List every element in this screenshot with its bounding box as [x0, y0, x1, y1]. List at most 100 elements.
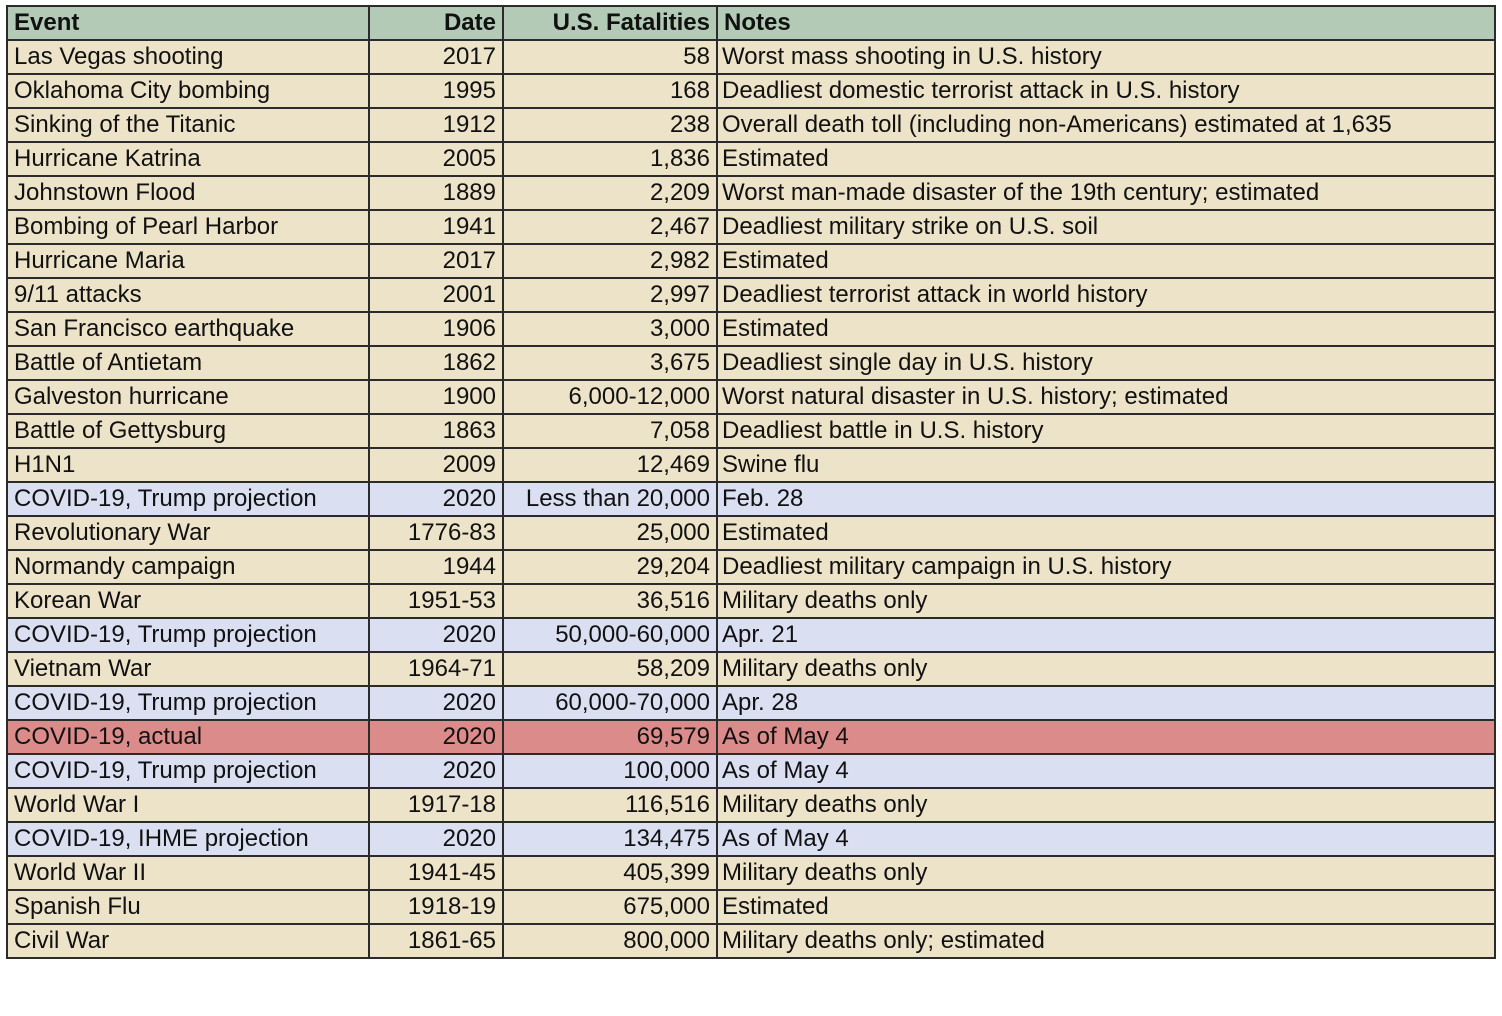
event-cell[interactable]: Battle of Antietam	[6, 345, 370, 381]
date-cell[interactable]: 2020	[368, 753, 504, 789]
notes-cell[interactable]: Apr. 28	[716, 685, 1496, 721]
fatalities-cell[interactable]: 800,000	[502, 923, 718, 959]
event-cell[interactable]: Spanish Flu	[6, 889, 370, 925]
notes-cell[interactable]: Estimated	[716, 889, 1496, 925]
event-cell[interactable]: 9/11 attacks	[6, 277, 370, 313]
event-cell[interactable]: H1N1	[6, 447, 370, 483]
notes-cell[interactable]: Military deaths only; estimated	[716, 923, 1496, 959]
column-header-fatalities[interactable]: U.S. Fatalities	[502, 5, 718, 41]
notes-cell[interactable]: Deadliest domestic terrorist attack in U…	[716, 73, 1496, 109]
event-cell[interactable]: COVID-19, Trump projection	[6, 753, 370, 789]
date-cell[interactable]: 1862	[368, 345, 504, 381]
fatalities-cell[interactable]: 2,982	[502, 243, 718, 279]
event-cell[interactable]: Sinking of the Titanic	[6, 107, 370, 143]
event-cell[interactable]: Korean War	[6, 583, 370, 619]
date-cell[interactable]: 1995	[368, 73, 504, 109]
notes-cell[interactable]: Military deaths only	[716, 855, 1496, 891]
date-cell[interactable]: 1944	[368, 549, 504, 585]
date-cell[interactable]: 1912	[368, 107, 504, 143]
date-cell[interactable]: 2020	[368, 481, 504, 517]
event-cell[interactable]: Revolutionary War	[6, 515, 370, 551]
event-cell[interactable]: COVID-19, actual	[6, 719, 370, 755]
event-cell[interactable]: San Francisco earthquake	[6, 311, 370, 347]
notes-cell[interactable]: Estimated	[716, 311, 1496, 347]
fatalities-cell[interactable]: 25,000	[502, 515, 718, 551]
notes-cell[interactable]: Apr. 21	[716, 617, 1496, 653]
notes-cell[interactable]: As of May 4	[716, 821, 1496, 857]
event-cell[interactable]: COVID-19, Trump projection	[6, 685, 370, 721]
notes-cell[interactable]: Military deaths only	[716, 787, 1496, 823]
notes-cell[interactable]: Military deaths only	[716, 651, 1496, 687]
date-cell[interactable]: 2020	[368, 719, 504, 755]
notes-cell[interactable]: Deadliest single day in U.S. history	[716, 345, 1496, 381]
fatalities-cell[interactable]: 3,675	[502, 345, 718, 381]
event-cell[interactable]: Galveston hurricane	[6, 379, 370, 415]
notes-cell[interactable]: Estimated	[716, 515, 1496, 551]
date-cell[interactable]: 1917-18	[368, 787, 504, 823]
fatalities-cell[interactable]: 36,516	[502, 583, 718, 619]
date-cell[interactable]: 2017	[368, 39, 504, 75]
event-cell[interactable]: Normandy campaign	[6, 549, 370, 585]
date-cell[interactable]: 2020	[368, 685, 504, 721]
fatalities-cell[interactable]: 50,000-60,000	[502, 617, 718, 653]
fatalities-cell[interactable]: 29,204	[502, 549, 718, 585]
fatalities-cell[interactable]: 60,000-70,000	[502, 685, 718, 721]
fatalities-cell[interactable]: 405,399	[502, 855, 718, 891]
column-header-date[interactable]: Date	[368, 5, 504, 41]
event-cell[interactable]: Las Vegas shooting	[6, 39, 370, 75]
notes-cell[interactable]: Deadliest military campaign in U.S. hist…	[716, 549, 1496, 585]
fatalities-cell[interactable]: 2,997	[502, 277, 718, 313]
date-cell[interactable]: 2020	[368, 617, 504, 653]
date-cell[interactable]: 1941	[368, 209, 504, 245]
fatalities-cell[interactable]: 238	[502, 107, 718, 143]
fatalities-cell[interactable]: 100,000	[502, 753, 718, 789]
event-cell[interactable]: Battle of Gettysburg	[6, 413, 370, 449]
event-cell[interactable]: Hurricane Maria	[6, 243, 370, 279]
notes-cell[interactable]: Worst mass shooting in U.S. history	[716, 39, 1496, 75]
event-cell[interactable]: World War II	[6, 855, 370, 891]
fatalities-cell[interactable]: 675,000	[502, 889, 718, 925]
notes-cell[interactable]: Estimated	[716, 141, 1496, 177]
fatalities-cell[interactable]: 3,000	[502, 311, 718, 347]
event-cell[interactable]: Johnstown Flood	[6, 175, 370, 211]
notes-cell[interactable]: Deadliest battle in U.S. history	[716, 413, 1496, 449]
date-cell[interactable]: 2020	[368, 821, 504, 857]
event-cell[interactable]: Oklahoma City bombing	[6, 73, 370, 109]
event-cell[interactable]: COVID-19, IHME projection	[6, 821, 370, 857]
date-cell[interactable]: 2001	[368, 277, 504, 313]
event-cell[interactable]: World War I	[6, 787, 370, 823]
date-cell[interactable]: 2017	[368, 243, 504, 279]
column-header-event[interactable]: Event	[6, 5, 370, 41]
fatalities-cell[interactable]: 134,475	[502, 821, 718, 857]
date-cell[interactable]: 1861-65	[368, 923, 504, 959]
notes-cell[interactable]: Overall death toll (including non-Americ…	[716, 107, 1496, 143]
fatalities-cell[interactable]: 2,467	[502, 209, 718, 245]
date-cell[interactable]: 1900	[368, 379, 504, 415]
notes-cell[interactable]: Worst natural disaster in U.S. history; …	[716, 379, 1496, 415]
fatalities-cell[interactable]: 12,469	[502, 447, 718, 483]
event-cell[interactable]: Hurricane Katrina	[6, 141, 370, 177]
fatalities-cell[interactable]: 168	[502, 73, 718, 109]
event-cell[interactable]: Civil War	[6, 923, 370, 959]
notes-cell[interactable]: Swine flu	[716, 447, 1496, 483]
date-cell[interactable]: 1951-53	[368, 583, 504, 619]
fatalities-cell[interactable]: 2,209	[502, 175, 718, 211]
column-header-notes[interactable]: Notes	[716, 5, 1496, 41]
fatalities-cell[interactable]: 69,579	[502, 719, 718, 755]
date-cell[interactable]: 1889	[368, 175, 504, 211]
date-cell[interactable]: 2009	[368, 447, 504, 483]
notes-cell[interactable]: Deadliest terrorist attack in world hist…	[716, 277, 1496, 313]
date-cell[interactable]: 1941-45	[368, 855, 504, 891]
notes-cell[interactable]: As of May 4	[716, 753, 1496, 789]
fatalities-cell[interactable]: 58,209	[502, 651, 718, 687]
date-cell[interactable]: 1964-71	[368, 651, 504, 687]
notes-cell[interactable]: Deadliest military strike on U.S. soil	[716, 209, 1496, 245]
notes-cell[interactable]: Estimated	[716, 243, 1496, 279]
date-cell[interactable]: 1776-83	[368, 515, 504, 551]
fatalities-cell[interactable]: 6,000-12,000	[502, 379, 718, 415]
date-cell[interactable]: 1918-19	[368, 889, 504, 925]
notes-cell[interactable]: Worst man-made disaster of the 19th cent…	[716, 175, 1496, 211]
notes-cell[interactable]: Feb. 28	[716, 481, 1496, 517]
notes-cell[interactable]: As of May 4	[716, 719, 1496, 755]
event-cell[interactable]: Vietnam War	[6, 651, 370, 687]
